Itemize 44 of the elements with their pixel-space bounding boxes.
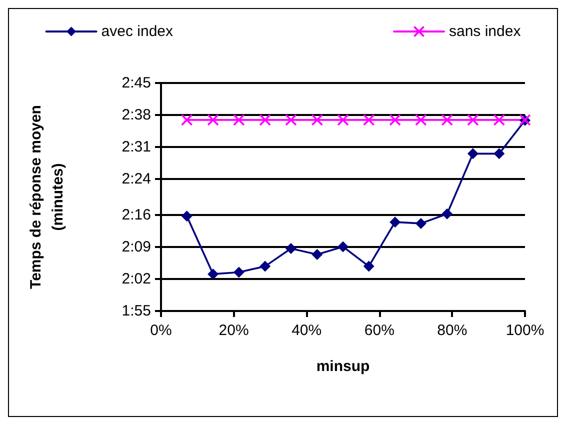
point [415, 218, 426, 229]
y-tick-label: 2:24 [122, 170, 151, 188]
x-axis-title: minsup [316, 358, 370, 375]
point [259, 114, 272, 126]
x-tick-label: 0% [150, 322, 172, 339]
point [390, 216, 401, 228]
point [363, 260, 374, 272]
point [414, 114, 427, 126]
point [494, 148, 505, 160]
point [441, 114, 454, 126]
point [181, 210, 192, 222]
point [338, 241, 348, 252]
x-tick-label: 20% [218, 322, 249, 339]
point [311, 114, 324, 126]
point [312, 248, 323, 260]
x-tick-label: 100% [506, 322, 544, 339]
y-tick-label: 2:45 [122, 74, 151, 92]
point [362, 114, 375, 126]
point [260, 260, 271, 272]
point [389, 114, 401, 126]
point [442, 208, 453, 220]
x-tick-label: 80% [437, 322, 468, 339]
legend-label: sans index [449, 23, 522, 40]
y-tick-label: 1:55 [122, 302, 151, 320]
point [180, 114, 193, 126]
y-axis-title: Temps de réponse moyen (minutes) [28, 105, 66, 289]
legend-label: avec index [101, 23, 174, 40]
point [337, 114, 349, 126]
point [232, 114, 245, 126]
point [467, 148, 478, 160]
point [208, 268, 219, 280]
x-tick-label: 40% [292, 322, 322, 339]
point [285, 114, 297, 126]
y-tick-label: 2:16 [122, 206, 151, 224]
point [493, 114, 506, 126]
point [207, 114, 219, 126]
point [467, 114, 479, 126]
x-tick-label: 60% [364, 322, 394, 339]
point [285, 243, 296, 254]
point [233, 266, 244, 278]
y-tick-label: 2:38 [122, 106, 151, 124]
y-tick-label: 2:09 [122, 238, 151, 256]
y-tick-label: 2:31 [122, 138, 151, 156]
y-tick-label: 2:02 [122, 270, 151, 288]
